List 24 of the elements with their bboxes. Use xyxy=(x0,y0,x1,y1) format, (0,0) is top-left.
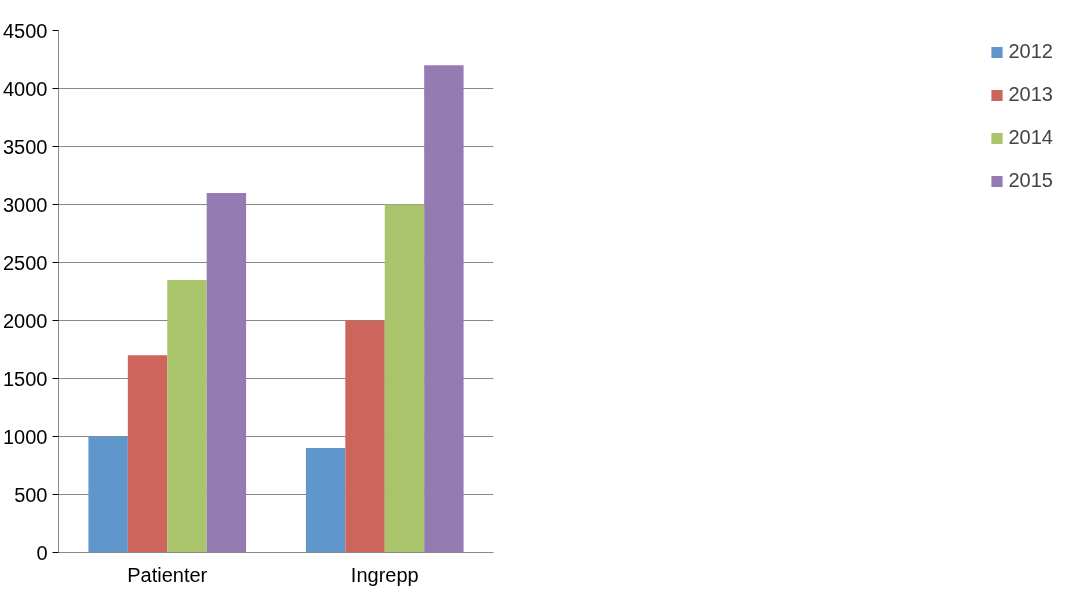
y-tick-label: 1000 xyxy=(3,425,48,448)
bar xyxy=(88,436,128,553)
y-tick-label: 4000 xyxy=(3,77,48,100)
bar xyxy=(127,355,168,553)
y-tick-label: 0 xyxy=(36,541,48,564)
y-tick-label: 2500 xyxy=(3,251,48,274)
y-tick-label: 2000 xyxy=(3,309,48,332)
x-tick-label: Patienter xyxy=(127,563,208,586)
y-tick-label: 3500 xyxy=(3,135,48,158)
bar xyxy=(384,204,425,553)
x-tick-label: Ingrepp xyxy=(350,563,419,586)
legend-label: 2013 xyxy=(1008,83,1053,106)
bar xyxy=(424,65,464,553)
legend-label: 2012 xyxy=(1008,40,1053,63)
bar xyxy=(206,192,247,553)
bar xyxy=(305,448,346,553)
legend-label: 2014 xyxy=(1008,126,1053,149)
y-tick-label: 1500 xyxy=(3,367,48,390)
bar xyxy=(345,320,385,553)
y-tick-label: 3000 xyxy=(3,193,48,216)
legend-label: 2015 xyxy=(1008,169,1053,192)
y-tick-label: 500 xyxy=(14,483,48,506)
bar xyxy=(167,279,207,553)
y-tick-label: 4500 xyxy=(3,19,48,42)
